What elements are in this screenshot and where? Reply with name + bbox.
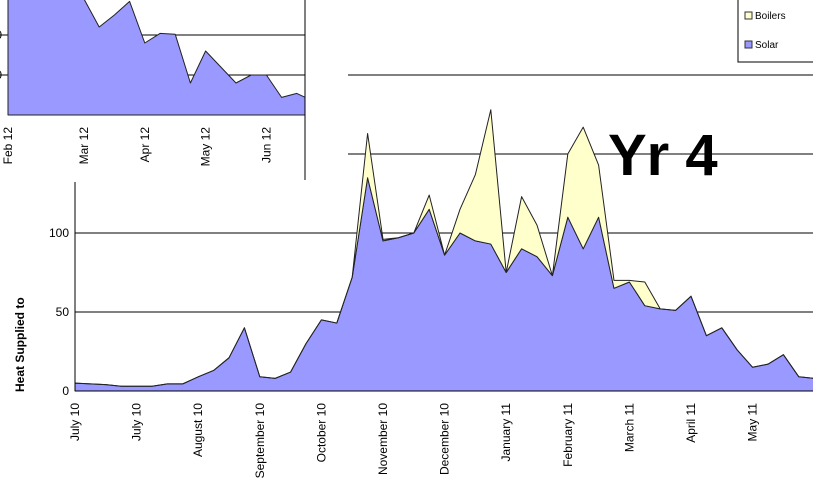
x-tick-label: March 11 xyxy=(622,403,636,452)
legend-swatch xyxy=(744,11,753,20)
x-tick-label: May 12 xyxy=(199,127,213,167)
y-tick-label: 0 xyxy=(62,384,69,398)
y-tick-label: 50 xyxy=(0,68,2,82)
legend-label: Solar xyxy=(755,40,779,51)
x-tick-label: November 10 xyxy=(376,403,390,475)
y-axis-label: Heat Supplied to xyxy=(13,297,27,392)
x-tick-label: September 10 xyxy=(253,403,267,479)
area xyxy=(74,109,813,387)
legend-box xyxy=(737,0,813,63)
y-tick-label: 100 xyxy=(0,28,2,42)
x-tick-label: May 11 xyxy=(746,403,760,442)
x-tick-label: January 11 xyxy=(499,403,513,462)
y-tick-label: 100 xyxy=(49,226,69,240)
legend-swatch xyxy=(744,40,753,49)
annotation: Yr 4 xyxy=(608,123,718,188)
x-tick-label: July 10 xyxy=(68,403,82,441)
x-tick-label: April 11 xyxy=(684,403,698,443)
x-tick-label: October 10 xyxy=(314,403,328,463)
legend-label: Boilers xyxy=(755,11,786,22)
x-tick-label: August 10 xyxy=(191,403,205,457)
x-tick-label: Mar 12 xyxy=(77,127,91,165)
x-tick-label: Feb 12 xyxy=(1,127,15,165)
x-tick-label: December 10 xyxy=(438,403,452,475)
y-tick-label: 50 xyxy=(56,305,70,319)
x-tick-label: July 10 xyxy=(130,403,144,441)
x-tick-label: February 11 xyxy=(561,403,575,467)
area xyxy=(74,177,813,392)
x-tick-label: Apr 12 xyxy=(138,127,152,163)
plot: 50 100 Feb 12 Mar 12 Apr 12 May 12 Jun 12 xyxy=(0,0,313,167)
x-tick-label: Jun 12 xyxy=(259,127,273,163)
inset-clip xyxy=(305,0,348,182)
legend: Boilers Solar xyxy=(737,0,813,63)
